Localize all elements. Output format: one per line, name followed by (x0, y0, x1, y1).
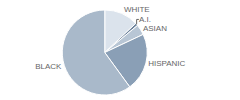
svg-text:A.I.: A.I. (139, 15, 151, 24)
svg-text:HISPANIC: HISPANIC (148, 59, 185, 68)
svg-text:ASIAN: ASIAN (143, 24, 167, 33)
svg-text:WHITE: WHITE (124, 5, 150, 14)
svg-text:BLACK: BLACK (35, 62, 62, 71)
